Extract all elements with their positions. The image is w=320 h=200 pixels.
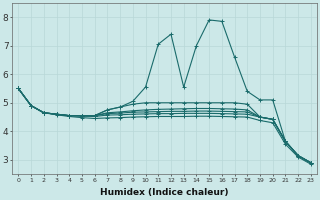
X-axis label: Humidex (Indice chaleur): Humidex (Indice chaleur)	[100, 188, 229, 197]
